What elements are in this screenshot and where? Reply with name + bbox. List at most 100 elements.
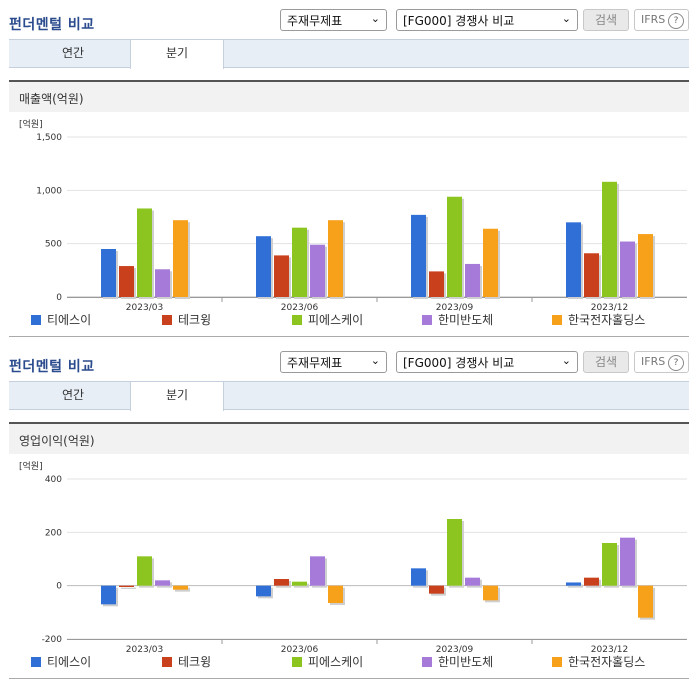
bar-shadow bbox=[175, 587, 190, 592]
ifrs-label: IFRS bbox=[641, 355, 666, 368]
period-tabs: 연간 분기 bbox=[9, 381, 689, 411]
bar bbox=[119, 585, 134, 587]
bar bbox=[101, 249, 116, 297]
y-tick-label: -200 bbox=[42, 635, 63, 645]
bar bbox=[274, 255, 289, 297]
panel-title: 펀더멘털 비교 bbox=[9, 17, 95, 33]
bar-shadow bbox=[294, 583, 309, 588]
bar bbox=[173, 585, 188, 590]
divider bbox=[9, 336, 689, 337]
legend-label[interactable]: 한미반도체 bbox=[438, 313, 493, 327]
section-title: 매출액(억원) bbox=[19, 92, 84, 106]
statement-type-value: 주재무제표 bbox=[287, 14, 343, 28]
bar bbox=[566, 582, 581, 586]
legend-swatch bbox=[31, 657, 41, 667]
bar bbox=[119, 266, 134, 297]
bar bbox=[274, 579, 289, 586]
tab-quarterly[interactable]: 분기 bbox=[130, 382, 224, 411]
bar bbox=[638, 234, 653, 297]
search-button[interactable]: 검색 bbox=[583, 351, 629, 373]
tab-quarterly[interactable]: 분기 bbox=[130, 40, 224, 69]
legend-label[interactable]: 테크윙 bbox=[178, 313, 211, 327]
statement-type-select[interactable]: 주재무제표 ⌄ bbox=[280, 9, 387, 31]
section-header: 영업이익(억원) bbox=[9, 422, 689, 454]
y-tick-label: 1,000 bbox=[36, 186, 62, 196]
bar-shadow bbox=[121, 587, 136, 589]
legend-label[interactable]: 한국전자홀딩스 bbox=[568, 313, 645, 327]
legend-swatch bbox=[162, 315, 172, 325]
fundamental-panel-revenue: 펀더멘털 비교 주재무제표 ⌄ [FG000] 경쟁사 비교 ⌄ 검색 IFRS… bbox=[0, 0, 696, 337]
bar bbox=[411, 214, 426, 297]
bar bbox=[447, 519, 462, 586]
chevron-down-icon: ⌄ bbox=[370, 12, 380, 25]
legend-label[interactable]: 티에스이 bbox=[47, 313, 91, 327]
y-tick-label: 0 bbox=[56, 582, 62, 592]
panel-header: 펀더멘털 비교 주재무제표 ⌄ [FG000] 경쟁사 비교 ⌄ 검색 IFRS… bbox=[0, 342, 696, 380]
ifrs-toggle[interactable]: IFRS ? bbox=[634, 351, 689, 373]
bar bbox=[328, 585, 343, 603]
fundamental-panel-operating-profit: 펀더멘털 비교 주재무제표 ⌄ [FG000] 경쟁사 비교 ⌄ 검색 IFRS… bbox=[0, 342, 696, 684]
legend-label[interactable]: 피에스케이 bbox=[308, 655, 363, 669]
legend-label[interactable]: 테크윙 bbox=[178, 655, 211, 669]
panel-header: 펀더멘털 비교 주재무제표 ⌄ [FG000] 경쟁사 비교 ⌄ 검색 IFRS… bbox=[0, 0, 696, 38]
compare-group-select[interactable]: [FG000] 경쟁사 비교 ⌄ bbox=[396, 9, 578, 31]
bar bbox=[155, 269, 170, 297]
bar bbox=[429, 271, 444, 297]
bar bbox=[483, 228, 498, 297]
bar bbox=[101, 585, 116, 605]
panel-title: 펀더멘털 비교 bbox=[9, 359, 95, 375]
bar bbox=[465, 577, 480, 586]
bar bbox=[411, 568, 426, 586]
legend-swatch bbox=[422, 657, 432, 667]
bar bbox=[602, 181, 617, 297]
bar bbox=[620, 241, 635, 297]
bar bbox=[292, 581, 307, 586]
legend-swatch bbox=[552, 657, 562, 667]
bar bbox=[328, 220, 343, 297]
help-icon[interactable]: ? bbox=[668, 355, 684, 371]
legend-swatch bbox=[292, 315, 302, 325]
x-tick-label: 2023/12 bbox=[591, 645, 628, 655]
divider bbox=[9, 678, 689, 679]
bar bbox=[173, 220, 188, 297]
compare-group-select[interactable]: [FG000] 경쟁사 비교 ⌄ bbox=[396, 351, 578, 373]
bar bbox=[638, 585, 653, 618]
bar-shadow bbox=[568, 584, 583, 588]
x-tick-label: 2023/06 bbox=[281, 303, 319, 313]
bar bbox=[292, 227, 307, 297]
operating-profit-chart: [억원] -200 0 200 400 2023/03 2023/06 2023/09 2023… bbox=[19, 460, 687, 669]
ifrs-label: IFRS bbox=[641, 13, 666, 26]
section-title: 영업이익(억원) bbox=[19, 434, 95, 448]
y-tick-label: 200 bbox=[45, 528, 62, 538]
bar bbox=[256, 236, 271, 297]
legend-label[interactable]: 피에스케이 bbox=[308, 313, 363, 327]
tab-annual[interactable]: 연간 bbox=[61, 388, 85, 402]
bar bbox=[137, 208, 152, 297]
unit-label: [억원] bbox=[19, 460, 43, 472]
help-icon[interactable]: ? bbox=[668, 13, 684, 29]
bar bbox=[137, 556, 152, 586]
bar bbox=[566, 222, 581, 297]
search-button[interactable]: 검색 bbox=[583, 9, 629, 31]
period-tabs: 연간 분기 bbox=[9, 39, 689, 69]
legend-label[interactable]: 한미반도체 bbox=[438, 655, 493, 669]
legend-label[interactable]: 티에스이 bbox=[47, 655, 91, 669]
chevron-down-icon: ⌄ bbox=[561, 12, 571, 25]
bar bbox=[155, 580, 170, 586]
compare-group-value: [FG000] 경쟁사 비교 bbox=[403, 14, 515, 28]
bar bbox=[483, 585, 498, 601]
section-header: 매출액(억원) bbox=[9, 80, 689, 112]
x-tick-label: 2023/03 bbox=[126, 645, 163, 655]
x-tick-label: 2023/03 bbox=[126, 303, 163, 313]
ifrs-toggle[interactable]: IFRS ? bbox=[634, 9, 689, 31]
bar bbox=[310, 556, 325, 586]
bar bbox=[620, 537, 635, 586]
statement-type-select[interactable]: 주재무제표 ⌄ bbox=[280, 351, 387, 373]
statement-type-value: 주재무제표 bbox=[287, 356, 343, 370]
bar bbox=[602, 543, 617, 586]
bar bbox=[310, 244, 325, 297]
bar bbox=[465, 263, 480, 297]
tab-annual[interactable]: 연간 bbox=[61, 46, 85, 60]
legend-label[interactable]: 한국전자홀딩스 bbox=[568, 655, 645, 669]
x-tick-label: 2023/06 bbox=[281, 645, 319, 655]
